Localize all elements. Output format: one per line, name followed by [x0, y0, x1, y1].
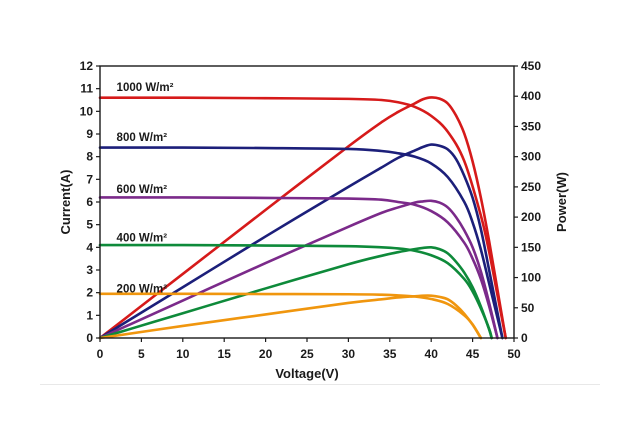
x-tick-label: 0: [97, 347, 104, 361]
iv-curve-600: [98, 196, 499, 340]
pv-curve-1000: [98, 96, 508, 340]
pv-curve-200: [98, 294, 483, 340]
y-left-tick-label: 8: [86, 150, 93, 164]
x-tick-label: 20: [259, 347, 273, 361]
y-right-tick-label: 0: [521, 331, 528, 345]
x-tick-label: 50: [507, 347, 521, 361]
y-right-tick-label: 400: [521, 89, 541, 103]
label-600: 600 W/m²: [117, 184, 168, 196]
x-tick-label: 40: [425, 347, 439, 361]
y-left-tick-label: 4: [86, 240, 93, 254]
divider: [40, 384, 600, 385]
label-1000: 1000 W/m²: [117, 82, 174, 94]
iv-curve-800: [98, 146, 504, 340]
y-right-tick-label: 250: [521, 180, 541, 194]
y-axis-right: 0 50 100 150 200 250 300 350 400 450: [514, 59, 541, 345]
x-tick-label: 5: [138, 347, 145, 361]
label-200: 200 W/m²: [117, 284, 168, 296]
x-tick-label: 30: [342, 347, 356, 361]
y-left-tick-label: 9: [86, 127, 93, 141]
x-tick-label: 45: [466, 347, 480, 361]
y-axis-left-title: Current(A): [58, 170, 73, 235]
y-left-tick-label: 12: [80, 59, 94, 73]
y-right-tick-label: 50: [521, 301, 535, 315]
x-tick-label: 35: [383, 347, 397, 361]
y-left-tick-label: 5: [86, 218, 93, 232]
y-right-tick-label: 200: [521, 210, 541, 224]
pv-curve-400: [98, 245, 493, 340]
y-left-tick-label: 11: [80, 82, 93, 96]
x-axis: 0 5 10 15 20 25 30 35 40 45 50: [97, 338, 521, 361]
iv-curve-1000: [98, 96, 508, 340]
series-layer: [98, 96, 508, 340]
y-right-tick-label: 300: [521, 150, 541, 164]
x-axis-title: Voltage(V): [275, 366, 338, 381]
x-tick-label: 25: [300, 347, 314, 361]
y-left-tick-label: 6: [86, 195, 93, 209]
irradiance-labels: 1000 W/m² 800 W/m² 600 W/m² 400 W/m² 200 W/m…: [117, 82, 174, 296]
pv-curve-600: [98, 199, 499, 340]
y-right-tick-label: 350: [521, 119, 541, 133]
y-left-tick-label: 10: [80, 104, 94, 118]
y-right-tick-label: 450: [521, 59, 541, 73]
label-800: 800 W/m²: [117, 132, 168, 144]
y-axis-right-title: Power(W): [554, 172, 569, 232]
y-left-tick-label: 2: [86, 286, 93, 300]
y-left-tick-label: 7: [86, 172, 93, 186]
y-left-tick-label: 0: [86, 331, 93, 345]
x-tick-label: 10: [176, 347, 190, 361]
y-right-tick-label: 100: [521, 271, 541, 285]
iv-curve-200: [98, 292, 483, 340]
y-left-tick-label: 3: [86, 263, 93, 277]
y-right-tick-label: 150: [521, 240, 541, 254]
pv-curve-800: [98, 143, 504, 340]
x-tick-label: 15: [218, 347, 232, 361]
label-400: 400 W/m²: [117, 233, 168, 245]
y-left-tick-label: 1: [86, 308, 93, 322]
